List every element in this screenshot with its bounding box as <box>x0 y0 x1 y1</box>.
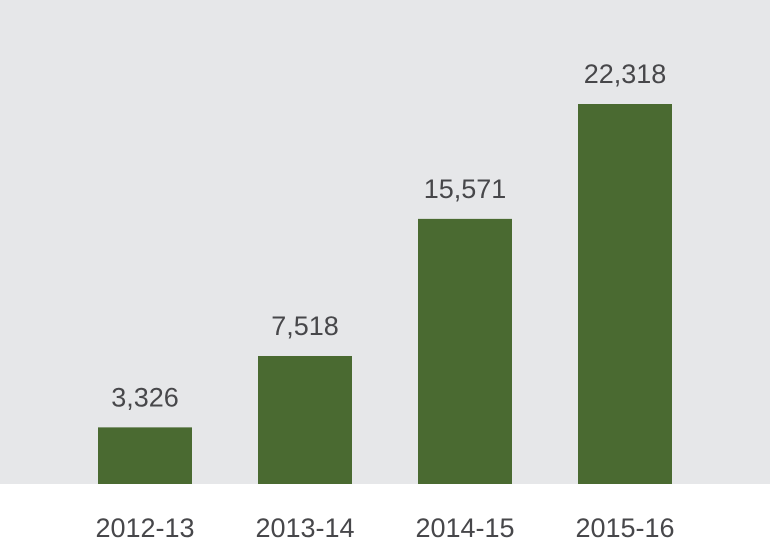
bar <box>578 104 672 484</box>
value-label: 15,571 <box>424 174 507 204</box>
bar <box>98 427 192 484</box>
x-tick-label: 2012-13 <box>95 513 194 543</box>
value-label: 22,318 <box>584 59 667 89</box>
value-label: 3,326 <box>111 382 179 412</box>
value-label: 7,518 <box>271 311 339 341</box>
x-tick-label: 2013-14 <box>255 513 354 543</box>
x-tick-label: 2014-15 <box>415 513 514 543</box>
bar <box>258 355 352 484</box>
x-tick-label: 2015-16 <box>575 513 674 543</box>
bar <box>418 218 512 484</box>
